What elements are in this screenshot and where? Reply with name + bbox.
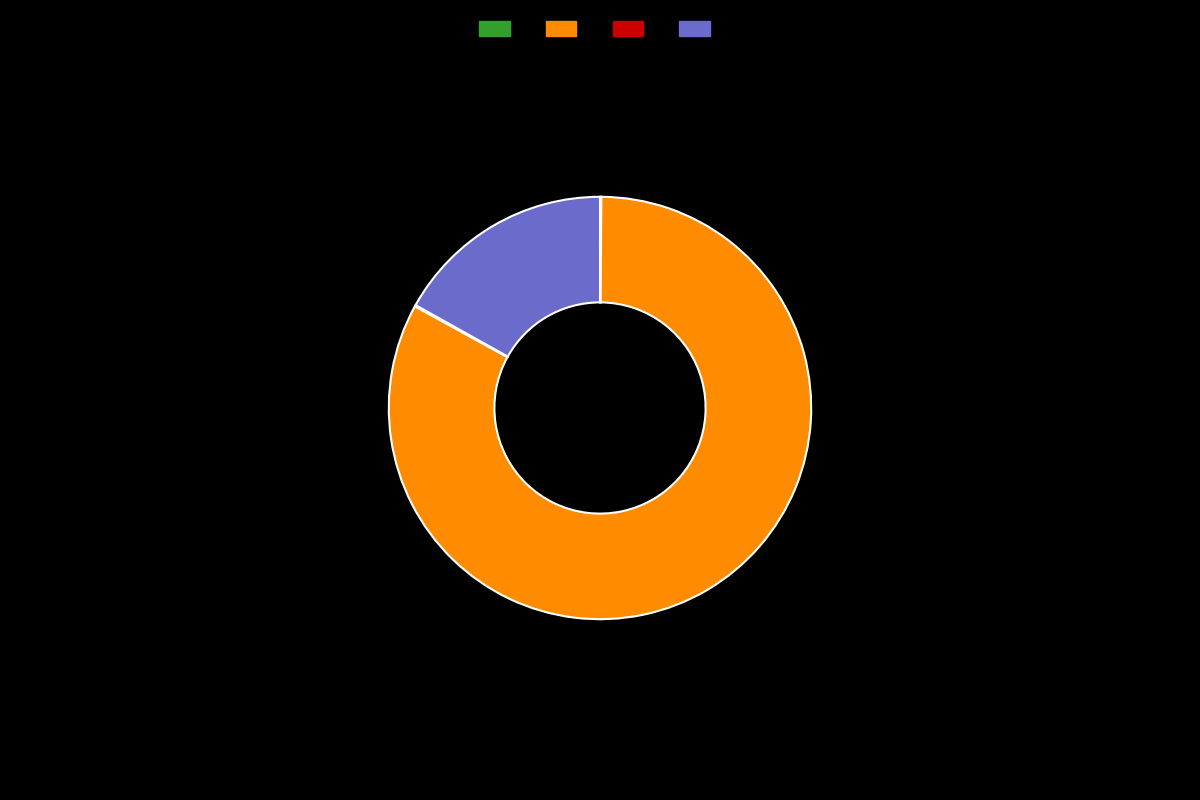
- Wedge shape: [600, 197, 601, 302]
- Wedge shape: [389, 197, 811, 619]
- Wedge shape: [415, 197, 600, 357]
- Legend: , , , : , , ,: [473, 14, 727, 42]
- Wedge shape: [415, 305, 508, 357]
